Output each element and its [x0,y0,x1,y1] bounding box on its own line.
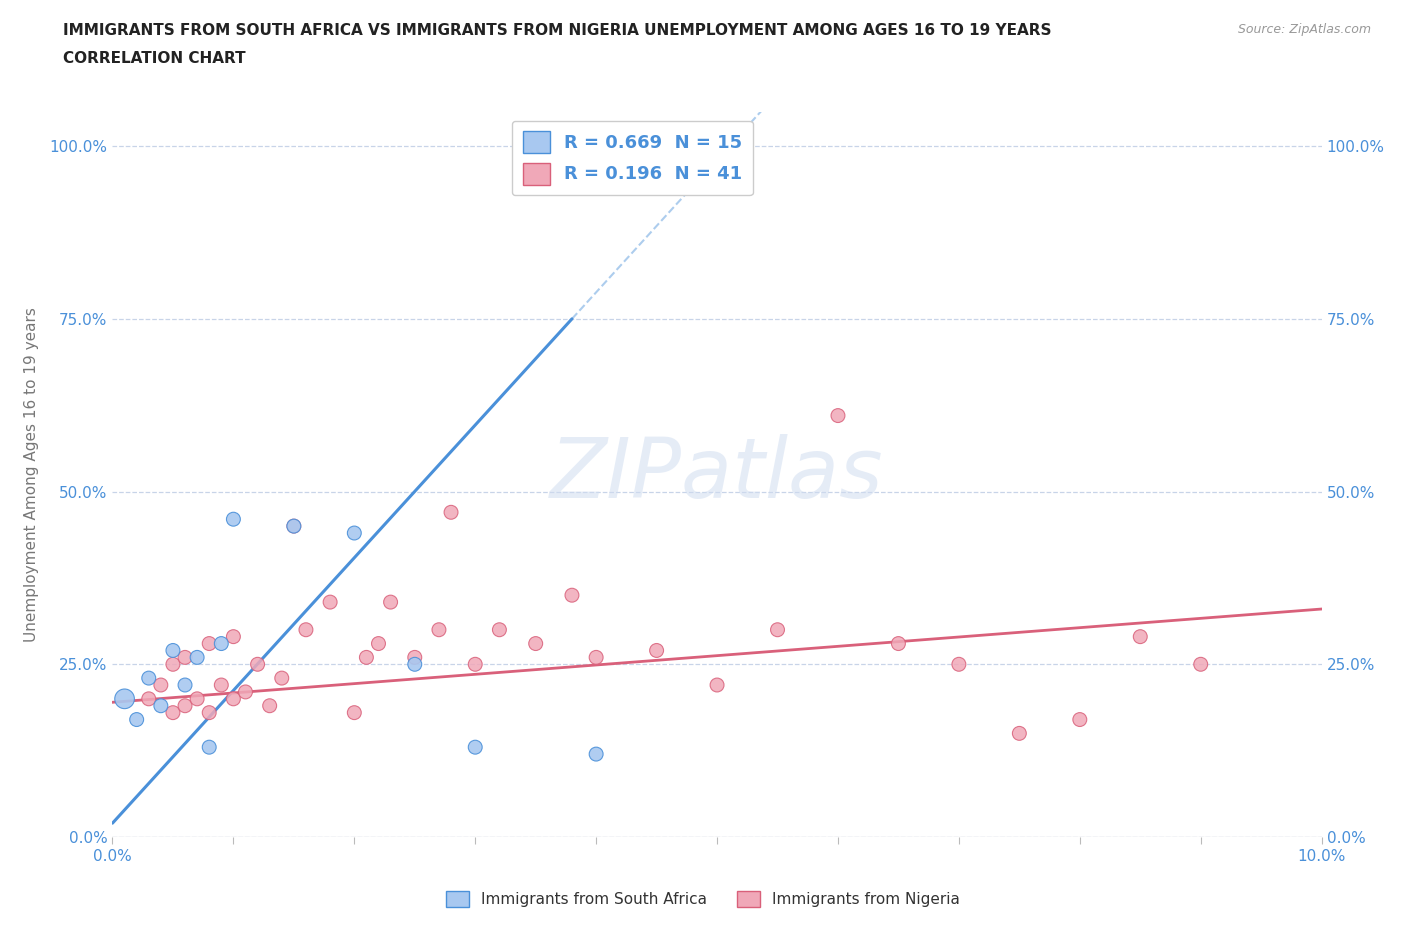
Legend: Immigrants from South Africa, Immigrants from Nigeria: Immigrants from South Africa, Immigrants… [440,884,966,913]
Point [198,705,221,720]
Point [1129,630,1152,644]
Point [295,622,318,637]
Point [645,643,668,658]
Point [186,691,208,706]
Point [1069,712,1091,727]
Point [270,671,292,685]
Text: IMMIGRANTS FROM SOUTH AFRICA VS IMMIGRANTS FROM NIGERIA UNEMPLOYMENT AMONG AGES : IMMIGRANTS FROM SOUTH AFRICA VS IMMIGRAN… [63,23,1052,38]
Point [887,636,910,651]
Point [283,519,305,534]
Point [259,698,281,713]
Point [1008,726,1031,741]
Point [174,678,197,693]
Point [1189,657,1212,671]
Point [524,636,547,651]
Legend: R = 0.669  N = 15, R = 0.196  N = 41: R = 0.669 N = 15, R = 0.196 N = 41 [512,121,754,195]
Point [125,712,148,727]
Point [404,657,426,671]
Point [138,691,160,706]
Point [246,657,269,671]
Point [209,678,232,693]
Point [222,512,245,526]
Point [198,636,221,651]
Point [380,594,402,609]
Point [319,594,342,609]
Point [585,650,607,665]
Point [367,636,389,651]
Point [174,698,197,713]
Point [464,657,486,671]
Point [343,705,366,720]
Point [149,678,172,693]
Point [149,698,172,713]
Point [174,650,197,665]
Point [114,691,136,706]
Point [488,622,510,637]
Point [198,739,221,754]
Point [162,643,184,658]
Point [186,650,208,665]
Point [222,630,245,644]
Point [561,588,583,603]
Point [464,739,486,754]
Point [827,408,849,423]
Text: CORRELATION CHART: CORRELATION CHART [63,51,246,66]
Point [162,705,184,720]
Point [766,622,789,637]
Point [283,519,305,534]
Point [427,622,450,637]
Point [343,525,366,540]
Point [162,657,184,671]
Point [404,650,426,665]
Point [706,678,728,693]
Point [356,650,378,665]
Text: ZIPatlas: ZIPatlas [550,433,884,515]
Point [235,684,257,699]
Text: Source: ZipAtlas.com: Source: ZipAtlas.com [1237,23,1371,36]
Point [948,657,970,671]
Point [440,505,463,520]
Y-axis label: Unemployment Among Ages 16 to 19 years: Unemployment Among Ages 16 to 19 years [24,307,38,642]
Point [585,747,607,762]
Point [138,671,160,685]
Point [222,691,245,706]
Point [209,636,232,651]
